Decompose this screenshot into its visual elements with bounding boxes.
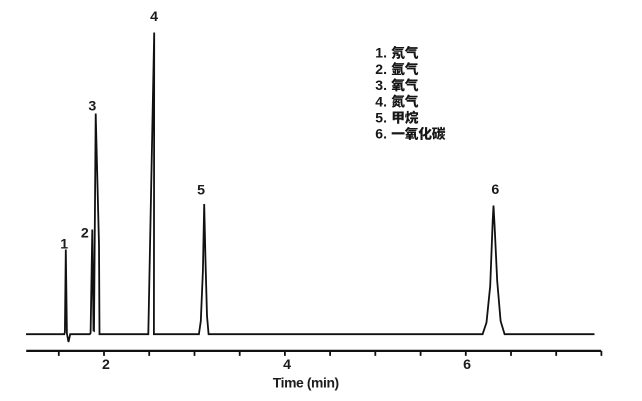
svg-text:4: 4 <box>150 9 158 25</box>
svg-text:6: 6 <box>491 182 499 198</box>
svg-text:2.: 2. <box>375 61 387 77</box>
svg-text:Time (min): Time (min) <box>273 374 339 390</box>
svg-text:1.: 1. <box>375 45 387 61</box>
svg-text:3.: 3. <box>375 77 387 93</box>
svg-text:4.: 4. <box>375 93 387 109</box>
svg-text:2: 2 <box>102 357 110 373</box>
svg-text:2: 2 <box>81 226 89 242</box>
svg-text:5.: 5. <box>375 110 387 126</box>
svg-text:1: 1 <box>60 237 68 253</box>
svg-text:3: 3 <box>88 99 96 115</box>
svg-text:5: 5 <box>197 183 205 199</box>
svg-text:6: 6 <box>463 357 471 373</box>
svg-text:6.: 6. <box>375 126 387 142</box>
svg-text:4: 4 <box>283 357 291 373</box>
